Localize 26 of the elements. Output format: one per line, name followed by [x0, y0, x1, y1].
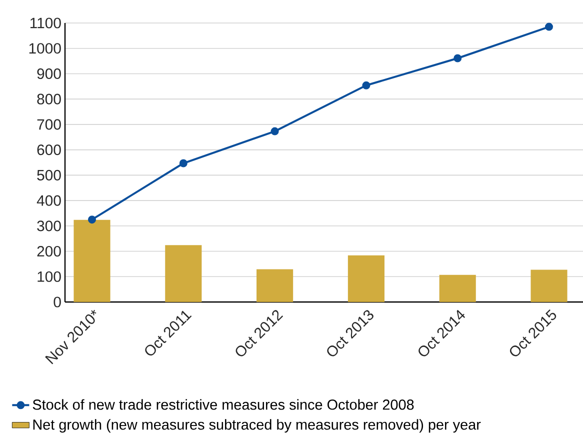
y-tick-label: 400: [36, 195, 61, 206]
bar: [256, 269, 294, 302]
y-tick-label: 500: [37, 170, 61, 180]
bar: [530, 270, 568, 302]
point: [179, 159, 188, 168]
bar: [74, 220, 110, 302]
bar: [439, 274, 476, 302]
point: [270, 127, 279, 136]
y-tick-label: 800: [37, 94, 61, 104]
y-tick-label: 200: [37, 246, 61, 257]
y-tick-label: 1100: [30, 18, 61, 28]
y-tick-label: 700: [37, 119, 61, 130]
bar: [348, 255, 384, 302]
legend-label: Stock of new trade restrictive measures since October 2008: [32, 399, 414, 410]
legend-label: Net growth (new measures subtraced by measures removed) per year: [33, 419, 481, 433]
y-tick-label: 1000: [29, 43, 61, 54]
y-tick-label: 900: [37, 68, 61, 80]
y-tick-label: 600: [37, 144, 61, 156]
point: [88, 216, 96, 224]
y-tick-label: 300: [37, 220, 61, 232]
y-tick-label: 0: [54, 296, 61, 308]
point: [362, 81, 370, 90]
point: [545, 22, 554, 31]
y-tick-label: 100: [38, 271, 61, 282]
bar: [165, 245, 202, 302]
point: [454, 54, 462, 62]
